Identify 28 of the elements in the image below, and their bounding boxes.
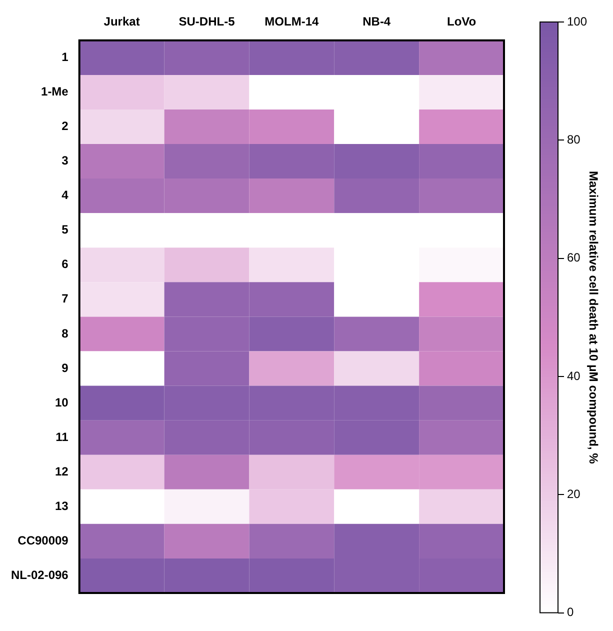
y-tick-label: 13 [55,498,69,513]
y-tick-label: 7 [62,292,69,306]
color-bar-label: 80 [567,132,581,146]
color-bar-label: 100 [567,14,588,28]
y-tick-label: 1-Me [41,84,69,99]
y-tick-label: NL-02-096 [11,568,69,582]
color-bar-label: 20 [567,486,581,501]
y-tick-label: 1 [62,50,69,64]
y-tick-label: 5 [62,222,69,237]
y-tick-label: 3 [62,154,69,168]
x-tick-label: LoVo [446,14,476,29]
y-tick-label: 12 [55,464,69,478]
y-tick-label: 9 [62,360,69,375]
color-bar-label: 0 [567,605,574,620]
x-tick-label: Jurkat [104,14,140,29]
color-bar-title: Maximum relative cell death at 10 μM compound, % [586,171,600,464]
y-tick-label: 2 [62,119,69,134]
color-bar-label: 40 [567,368,581,383]
color-bar-label: 60 [567,250,581,265]
x-tick-label: MOLM-14 [264,14,320,29]
y-tick-label: 6 [62,257,69,272]
y-tick-label: 11 [56,430,69,444]
y-tick-label: 10 [55,395,69,410]
y-tick-label: 8 [62,326,69,340]
y-tick-label: 4 [62,188,69,202]
x-tick-label: SU-DHL-5 [178,14,236,29]
y-tick-label: CC90009 [18,534,69,548]
x-tick-label: NB-4 [362,14,391,29]
